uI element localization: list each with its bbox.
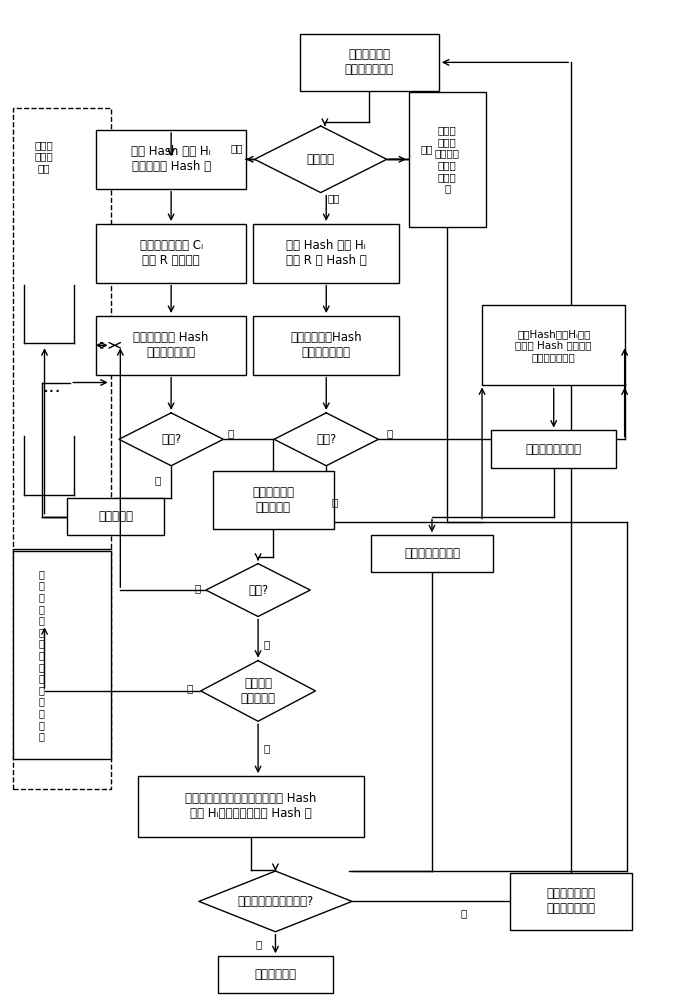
FancyBboxPatch shape <box>482 305 625 385</box>
Polygon shape <box>201 661 316 721</box>
FancyBboxPatch shape <box>67 498 164 535</box>
FancyBboxPatch shape <box>409 92 486 227</box>
Text: 是: 是 <box>255 939 261 949</box>
Text: 按照Hash函数Hᵢ计算
记录的 Hash 码，并找
到对应的共享桶: 按照Hash函数Hᵢ计算 记录的 Hash 码，并找 到对应的共享桶 <box>516 329 592 362</box>
Text: 否: 否 <box>460 908 466 918</box>
FancyBboxPatch shape <box>300 34 439 91</box>
Text: 找到?: 找到? <box>316 433 337 446</box>
Text: ···: ··· <box>43 383 61 402</box>
Polygon shape <box>119 413 223 466</box>
FancyBboxPatch shape <box>213 471 335 529</box>
FancyBboxPatch shape <box>96 130 246 189</box>
Text: 桶注册
中心的
桶集: 桶注册 中心的 桶集 <box>34 140 53 173</box>
Text: 否: 否 <box>155 475 161 485</box>
Polygon shape <box>199 871 352 932</box>
Text: 重复记录处理: 重复记录处理 <box>254 968 296 981</box>
Text: 是: 是 <box>186 683 192 693</box>
Text: 增量数据集记录处理完?: 增量数据集记录处理完? <box>238 895 314 908</box>
Text: 是: 是 <box>227 428 233 438</box>
Text: 修
改
共
享
桶
散
列
冲
突
记
录
标
识
列
表: 修 改 共 享 桶 散 列 冲 突 记 录 标 识 列 表 <box>38 569 44 741</box>
Text: 对共享桶进行处理: 对共享桶进行处理 <box>526 443 582 456</box>
Polygon shape <box>206 564 310 617</box>
Text: 是否发生
过散列冲突: 是否发生 过散列冲突 <box>240 677 275 705</box>
Text: 操作类型: 操作类型 <box>307 153 335 166</box>
FancyBboxPatch shape <box>253 316 399 375</box>
Text: 修改: 修改 <box>420 145 433 155</box>
Polygon shape <box>254 126 387 193</box>
Text: 按照 Hash 函数 Hᵢ
计算记录的 Hash 码: 按照 Hash 函数 Hᵢ 计算记录的 Hash 码 <box>131 145 211 173</box>
Text: 修改共享桶的信息: 修改共享桶的信息 <box>404 547 460 560</box>
FancyBboxPatch shape <box>13 108 111 789</box>
Text: 否: 否 <box>263 743 270 753</box>
Text: 找到?: 找到? <box>161 433 181 446</box>
FancyBboxPatch shape <box>510 873 632 930</box>
Text: 新增: 新增 <box>230 144 243 154</box>
Text: 否: 否 <box>263 639 270 649</box>
FancyBboxPatch shape <box>96 224 246 283</box>
Text: 否: 否 <box>332 497 338 507</box>
FancyBboxPatch shape <box>13 551 111 759</box>
Text: 相同?: 相同? <box>248 584 268 597</box>
Text: 读取增量数据集
中的下一条记录: 读取增量数据集 中的下一条记录 <box>546 887 596 915</box>
Text: 从增量数据集
中读取一条记录: 从增量数据集 中读取一条记录 <box>345 48 394 76</box>
FancyBboxPatch shape <box>218 956 333 993</box>
Text: 与共享桶中的
检验码比较: 与共享桶中的 检验码比较 <box>252 486 294 514</box>
Text: 是: 是 <box>386 428 392 438</box>
FancyBboxPatch shape <box>138 776 364 837</box>
FancyBboxPatch shape <box>253 224 399 283</box>
FancyBboxPatch shape <box>96 316 246 375</box>
Text: 建新共享桶: 建新共享桶 <box>98 510 133 523</box>
FancyBboxPatch shape <box>371 535 493 572</box>
Text: 是: 是 <box>194 583 201 593</box>
Text: 按删除
一条记
录，再新
增一条
记录处
理: 按删除 一条记 录，再新 增一条 记录处 理 <box>435 125 460 193</box>
Text: 按照检验码函数 Cᵢ
计算 R 的检验码: 按照检验码函数 Cᵢ 计算 R 的检验码 <box>139 239 203 267</box>
Polygon shape <box>274 413 378 466</box>
Text: 查找与记录的 Hash
码相同的共享桶: 查找与记录的 Hash 码相同的共享桶 <box>133 331 209 359</box>
Text: 删除: 删除 <box>328 193 340 203</box>
FancyBboxPatch shape <box>491 430 616 468</box>
Text: 按照 Hash 函数 Hᵢ
计算 R 的 Hash 码: 按照 Hash 函数 Hᵢ 计算 R 的 Hash 码 <box>286 239 367 267</box>
Text: 标记发生过散列冲突，然后按照 Hash
函数 Hᵢ重新计算记录的 Hash 码: 标记发生过散列冲突，然后按照 Hash 函数 Hᵢ重新计算记录的 Hash 码 <box>185 792 317 820</box>
Text: 查找与记录的Hash
码相同的共享桶: 查找与记录的Hash 码相同的共享桶 <box>291 331 362 359</box>
